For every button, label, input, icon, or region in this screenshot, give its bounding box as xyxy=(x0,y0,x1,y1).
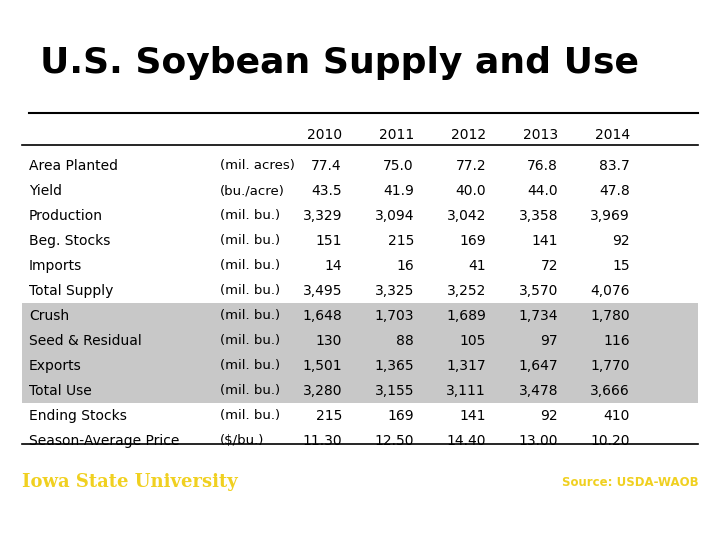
Text: 2012: 2012 xyxy=(451,129,486,142)
Text: 1,770: 1,770 xyxy=(590,359,630,373)
Text: ($/bu.): ($/bu.) xyxy=(220,434,264,447)
Text: 1,647: 1,647 xyxy=(518,359,558,373)
Text: 2010: 2010 xyxy=(307,129,342,142)
Text: 3,495: 3,495 xyxy=(302,284,342,298)
Text: (mil. bu.): (mil. bu.) xyxy=(220,284,280,297)
Text: 12.50: 12.50 xyxy=(374,434,414,448)
Text: 3,094: 3,094 xyxy=(374,209,414,222)
Text: (mil. bu.): (mil. bu.) xyxy=(220,209,280,222)
Text: 141: 141 xyxy=(531,234,558,248)
Text: 3,666: 3,666 xyxy=(590,384,630,397)
Text: 3,570: 3,570 xyxy=(518,284,558,298)
Text: 1,703: 1,703 xyxy=(374,309,414,323)
Text: 215: 215 xyxy=(387,234,414,248)
Text: 3,358: 3,358 xyxy=(518,209,558,222)
Text: (mil. bu.): (mil. bu.) xyxy=(220,309,280,322)
Text: Imports: Imports xyxy=(29,259,82,273)
Text: (mil. bu.): (mil. bu.) xyxy=(220,359,280,372)
Text: (mil. bu.): (mil. bu.) xyxy=(220,259,280,272)
Bar xyxy=(22,328,698,353)
Text: 44.0: 44.0 xyxy=(527,184,558,198)
Text: 141: 141 xyxy=(459,409,486,423)
Text: 11.30: 11.30 xyxy=(302,434,342,448)
Text: Ending Stocks: Ending Stocks xyxy=(29,409,127,423)
Text: 16: 16 xyxy=(396,259,414,273)
Text: 169: 169 xyxy=(459,234,486,248)
Text: (mil. bu.): (mil. bu.) xyxy=(220,234,280,247)
Text: 14.40: 14.40 xyxy=(446,434,486,448)
Text: 10.20: 10.20 xyxy=(590,434,630,448)
Text: 3,329: 3,329 xyxy=(302,209,342,222)
Text: 1,689: 1,689 xyxy=(446,309,486,323)
Text: Seed & Residual: Seed & Residual xyxy=(29,334,142,348)
Text: Iowa State University: Iowa State University xyxy=(22,474,238,491)
Text: Area Planted: Area Planted xyxy=(29,159,118,173)
Text: 3,155: 3,155 xyxy=(374,384,414,397)
Bar xyxy=(22,378,698,403)
Text: 14: 14 xyxy=(325,259,342,273)
Text: Crush: Crush xyxy=(29,309,69,323)
Text: 41.9: 41.9 xyxy=(383,184,414,198)
Text: 83.7: 83.7 xyxy=(599,159,630,173)
Text: 2013: 2013 xyxy=(523,129,558,142)
Text: 130: 130 xyxy=(315,334,342,348)
Text: U.S. Soybean Supply and Use: U.S. Soybean Supply and Use xyxy=(40,46,639,80)
Text: (mil. bu.): (mil. bu.) xyxy=(220,409,280,422)
Text: 3,325: 3,325 xyxy=(374,284,414,298)
Text: 88: 88 xyxy=(396,334,414,348)
Text: Extension and Outreach/Department of Economics: Extension and Outreach/Department of Eco… xyxy=(22,512,305,523)
Text: 1,365: 1,365 xyxy=(374,359,414,373)
Text: 3,111: 3,111 xyxy=(446,384,486,397)
Text: Beg. Stocks: Beg. Stocks xyxy=(29,234,110,248)
Text: (bu./acre): (bu./acre) xyxy=(220,184,284,197)
Text: Production: Production xyxy=(29,209,103,222)
Text: 1,648: 1,648 xyxy=(302,309,342,323)
Text: 2011: 2011 xyxy=(379,129,414,142)
Text: 13.00: 13.00 xyxy=(518,434,558,448)
Text: 410: 410 xyxy=(603,409,630,423)
Text: 1,501: 1,501 xyxy=(302,359,342,373)
Text: 3,252: 3,252 xyxy=(446,284,486,298)
Bar xyxy=(22,353,698,378)
Text: 151: 151 xyxy=(315,234,342,248)
Text: (mil. bu.): (mil. bu.) xyxy=(220,384,280,397)
Text: 215: 215 xyxy=(315,409,342,423)
Text: 116: 116 xyxy=(603,334,630,348)
Text: 4,076: 4,076 xyxy=(590,284,630,298)
Text: 1,780: 1,780 xyxy=(590,309,630,323)
Text: 2014: 2014 xyxy=(595,129,630,142)
Text: Total Use: Total Use xyxy=(29,384,91,397)
Bar xyxy=(22,303,698,328)
Text: Season-Average Price: Season-Average Price xyxy=(29,434,179,448)
Text: 169: 169 xyxy=(387,409,414,423)
Text: Total Supply: Total Supply xyxy=(29,284,113,298)
Text: 75.0: 75.0 xyxy=(383,159,414,173)
Text: 41: 41 xyxy=(469,259,486,273)
Text: Source: USDA-WAOB: Source: USDA-WAOB xyxy=(562,476,698,489)
Text: 72: 72 xyxy=(541,259,558,273)
Text: 3,969: 3,969 xyxy=(590,209,630,222)
Text: 77.4: 77.4 xyxy=(311,159,342,173)
Text: (mil. acres): (mil. acres) xyxy=(220,159,294,172)
Text: 77.2: 77.2 xyxy=(455,159,486,173)
Text: 3,478: 3,478 xyxy=(518,384,558,397)
Text: 15: 15 xyxy=(613,259,630,273)
Text: 47.8: 47.8 xyxy=(599,184,630,198)
Text: 76.8: 76.8 xyxy=(527,159,558,173)
Text: 92: 92 xyxy=(541,409,558,423)
Text: 43.5: 43.5 xyxy=(311,184,342,198)
Text: 40.0: 40.0 xyxy=(455,184,486,198)
Text: 92: 92 xyxy=(613,234,630,248)
Text: 105: 105 xyxy=(459,334,486,348)
Text: (mil. bu.): (mil. bu.) xyxy=(220,334,280,347)
Text: 97: 97 xyxy=(541,334,558,348)
Text: Ag Decision Maker: Ag Decision Maker xyxy=(522,509,698,526)
Text: 3,042: 3,042 xyxy=(446,209,486,222)
Text: 1,734: 1,734 xyxy=(518,309,558,323)
Text: 1,317: 1,317 xyxy=(446,359,486,373)
Text: Exports: Exports xyxy=(29,359,81,373)
Text: 3,280: 3,280 xyxy=(302,384,342,397)
Text: Yield: Yield xyxy=(29,184,62,198)
